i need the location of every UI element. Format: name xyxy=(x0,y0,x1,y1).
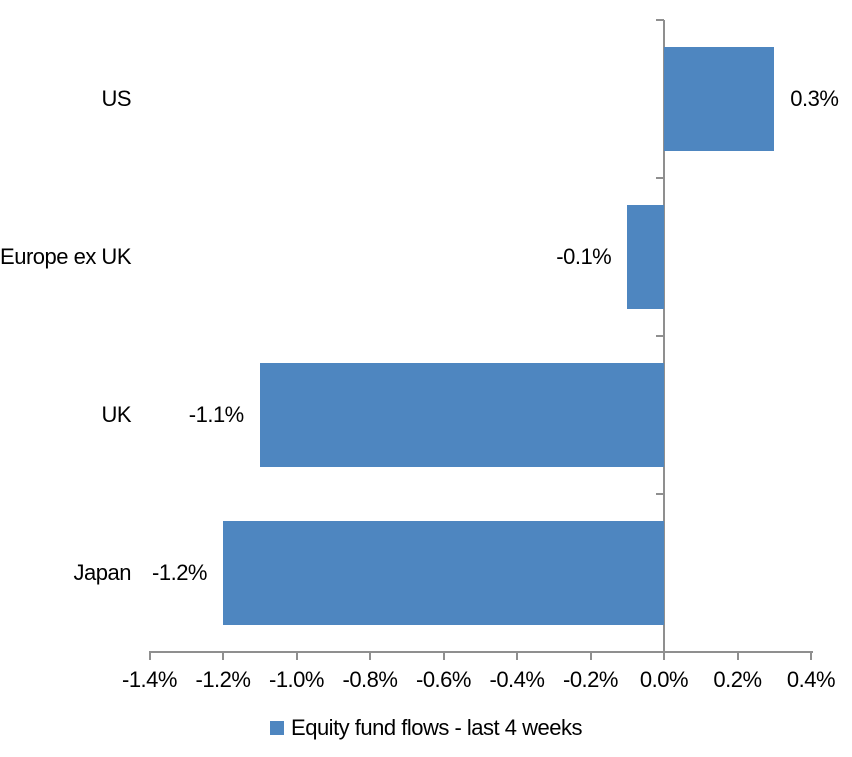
x-tick xyxy=(736,651,739,660)
legend-swatch xyxy=(270,721,285,735)
legend: Equity fund flows - last 4 weeks xyxy=(0,713,852,743)
x-tick-label: 0.2% xyxy=(713,667,762,692)
x-tick xyxy=(369,651,371,660)
data-label-japan: -1.2% xyxy=(152,560,207,585)
data-label-europe-ex-uk: -0.1% xyxy=(556,244,612,269)
category-tick xyxy=(656,177,664,179)
x-tick-label: 0.0% xyxy=(639,667,689,692)
x-tick xyxy=(442,651,445,660)
x-tick-label: -1.0% xyxy=(269,667,324,692)
category-tick xyxy=(656,335,664,337)
y-axis-line xyxy=(663,20,665,653)
category-tick xyxy=(656,651,664,653)
category-label-uk: UK xyxy=(101,402,131,427)
category-label-japan: Japan xyxy=(73,560,132,585)
bar-uk xyxy=(259,363,664,467)
x-tick xyxy=(516,651,518,660)
x-tick-label: -0.6% xyxy=(416,667,471,692)
x-tick-label: 0.4% xyxy=(786,667,836,692)
bar-us xyxy=(664,47,775,151)
x-tick xyxy=(148,651,151,660)
legend-label: Equity fund flows - last 4 weeks xyxy=(291,715,582,740)
x-tick-label: -1.4% xyxy=(122,667,177,692)
x-tick xyxy=(589,651,592,660)
x-tick xyxy=(222,651,224,660)
x-tick xyxy=(295,651,298,660)
x-tick-label: -0.4% xyxy=(489,667,545,692)
x-tick xyxy=(663,651,665,660)
category-label-us: US xyxy=(101,86,131,111)
data-label-us: 0.3% xyxy=(790,86,839,111)
x-tick xyxy=(810,651,812,660)
bar-europe-ex-uk xyxy=(627,205,664,309)
category-label-europe-ex-uk: Europe ex UK xyxy=(0,244,131,269)
data-label-uk: -1.1% xyxy=(188,402,244,427)
category-tick xyxy=(656,493,664,495)
bar-japan xyxy=(223,521,664,625)
x-tick-label: -0.2% xyxy=(563,667,618,692)
x-tick-label: -0.8% xyxy=(342,667,398,692)
category-tick xyxy=(656,19,664,21)
x-tick-label: -1.2% xyxy=(195,667,251,692)
x-axis-line xyxy=(149,651,813,653)
